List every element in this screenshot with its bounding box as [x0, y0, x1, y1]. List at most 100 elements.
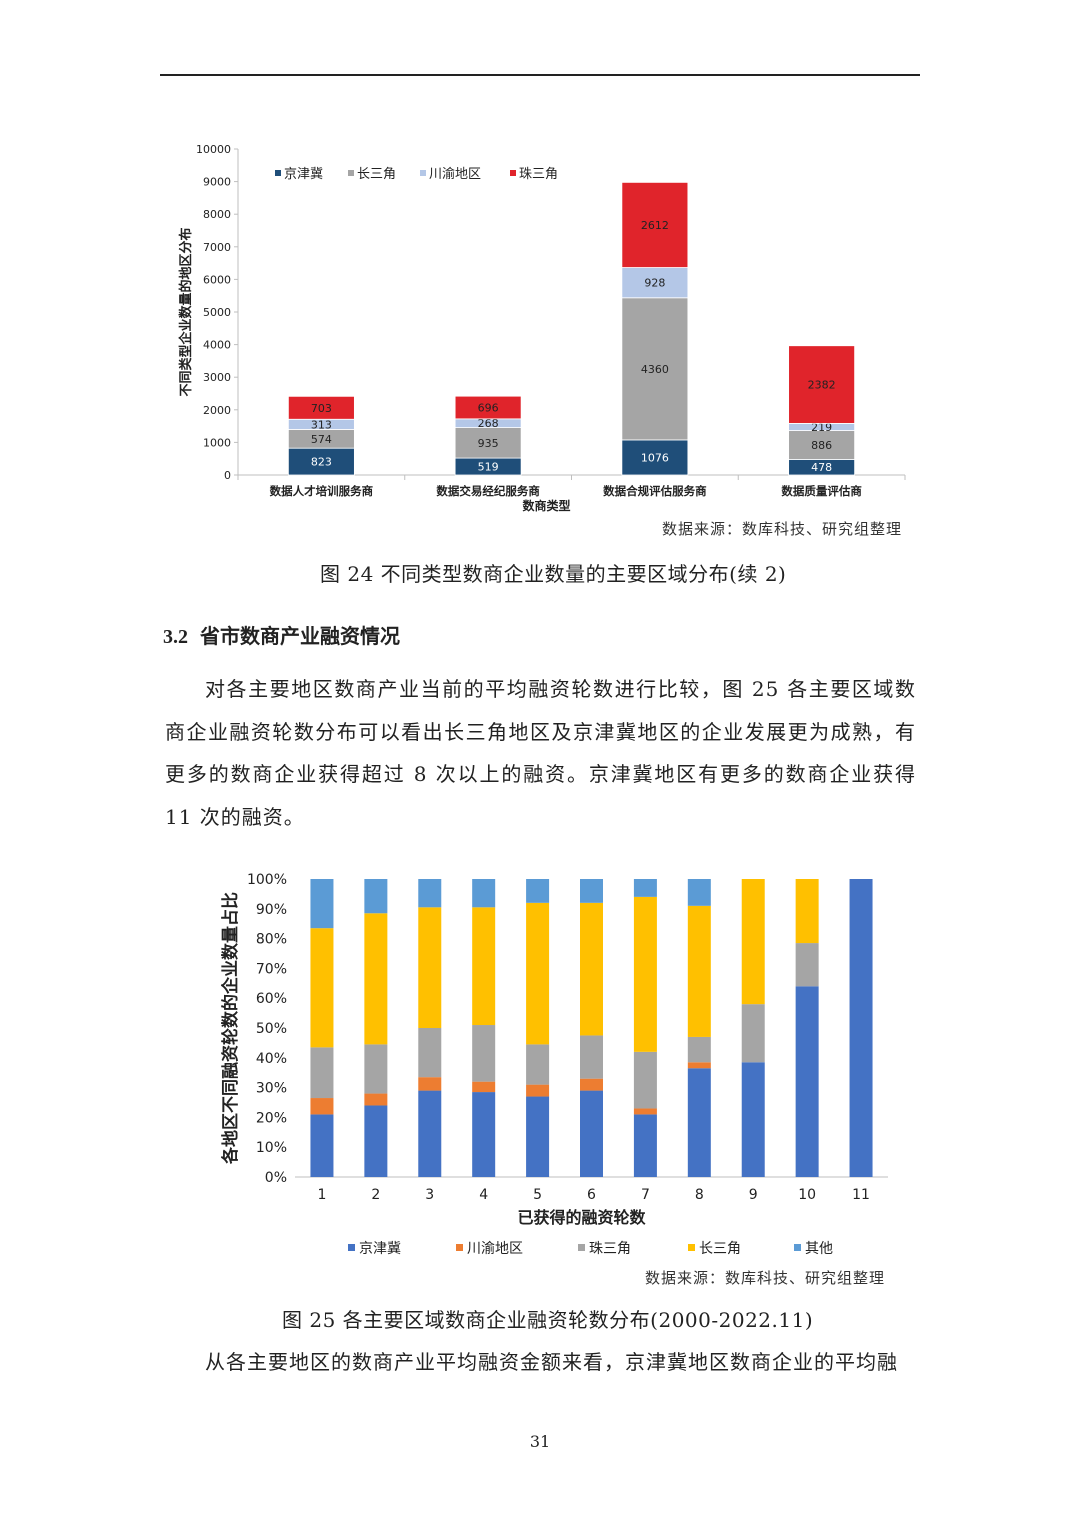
x-tick-label: 1 [317, 1187, 326, 1203]
bar-segment [741, 879, 765, 1005]
x-tick-label: 10 [798, 1187, 816, 1203]
y-tick-label: 100% [247, 872, 287, 888]
legend-label: 长三角 [357, 167, 396, 182]
y-tick-label: 8000 [203, 208, 231, 221]
legend-label: 珠三角 [519, 167, 558, 182]
page-number: 31 [529, 1432, 551, 1451]
bar-segment [364, 1105, 388, 1177]
chart2-caption: 图 25 各主要区域数商企业融资轮数分布(2000-2022.11) [282, 1308, 814, 1332]
y-tick-label: 5000 [203, 306, 231, 319]
data-label: 886 [811, 439, 832, 452]
bar-segment [741, 1004, 765, 1063]
y-axis-title: 不同类型企业数量的地区分布 [178, 227, 194, 396]
bar-segment [472, 879, 496, 908]
header-rule [160, 74, 920, 76]
y-axis-title: 各地区不同融资轮数的企业数量占比 [220, 892, 241, 1165]
bar-segment [795, 986, 819, 1177]
x-tick-label: 5 [533, 1187, 542, 1203]
x-axis-title: 数商类型 [522, 498, 570, 513]
bar-segment [633, 896, 657, 1052]
x-tick-label: 4 [479, 1187, 488, 1203]
bar-segment [472, 907, 496, 1026]
chart2-source: 数据来源：数库科技、研究组整理 [645, 1269, 886, 1287]
y-tick-label: 0% [265, 1170, 287, 1186]
y-tick-label: 7000 [203, 241, 231, 254]
y-tick-label: 1000 [203, 436, 231, 449]
y-tick-label: 70% [256, 961, 287, 977]
section-title: 省市数商产业融资情况 [200, 624, 400, 648]
bar-segment [364, 1044, 388, 1094]
bar-segment [472, 1092, 496, 1177]
y-tick-label: 90% [256, 902, 287, 918]
data-label: 313 [311, 418, 332, 431]
x-tick-label: 2 [371, 1187, 380, 1203]
bar-segment [788, 345, 856, 424]
bar-segment [580, 1078, 603, 1091]
bar-segment [472, 1081, 496, 1093]
bar-segment [310, 879, 334, 929]
bar-segment [687, 1036, 711, 1063]
y-tick-label: 4000 [203, 339, 231, 352]
x-axis-title: 已获得的融资轮数 [517, 1208, 646, 1227]
legend-label: 川渝地区 [429, 166, 481, 182]
bar-segment [454, 395, 522, 420]
legend-swatch [456, 1244, 463, 1251]
data-label: 574 [311, 433, 332, 446]
data-label: 519 [478, 461, 499, 474]
body-paragraph: 对各主要地区数商产业当前的平均融资轮数进行比较，图 25 各主要区域数商企业融资… [165, 677, 916, 829]
x-tick-label: 数据合规评估服务商 [603, 484, 707, 498]
x-tick-label: 8 [695, 1187, 704, 1203]
bar-segment [788, 430, 856, 460]
data-label: 935 [478, 437, 499, 450]
data-label: 2612 [641, 219, 669, 232]
y-tick-label: 10000 [196, 143, 231, 156]
bar-segment [633, 1051, 657, 1109]
x-tick-label: 数据交易经纪服务商 [436, 484, 540, 498]
x-tick-label: 3 [425, 1187, 434, 1203]
bar-segment [364, 913, 388, 1045]
bar-segment [526, 1044, 550, 1085]
legend-label: 珠三角 [589, 1241, 631, 1257]
bar-segment [687, 1068, 711, 1177]
bar-segment [580, 1090, 603, 1177]
y-tick-label: 6000 [203, 273, 231, 286]
bar-segment [687, 879, 711, 906]
legend-label: 长三角 [699, 1241, 741, 1257]
bar-segment [418, 879, 442, 908]
legend-swatch [348, 1244, 355, 1251]
bar-segment [364, 879, 388, 914]
y-tick-label: 9000 [203, 176, 231, 189]
legend-swatch [510, 170, 516, 176]
y-tick-label: 50% [256, 1021, 287, 1037]
bar-segment [310, 1047, 334, 1099]
data-label: 2382 [808, 379, 836, 392]
bar-segment [418, 1077, 442, 1091]
x-tick-label: 9 [749, 1187, 758, 1203]
bar-segment [687, 905, 711, 1037]
bar-segment [472, 1025, 496, 1082]
bar-segment [580, 902, 603, 1036]
x-tick-label: 数据质量评估商 [781, 484, 862, 498]
chart1-caption: 图 24 不同类型数商企业数量的主要区域分布(续 2) [320, 562, 787, 586]
bar-segment [580, 879, 603, 903]
legend-label: 其他 [805, 1241, 833, 1257]
legend-label: 川渝地区 [467, 1241, 523, 1257]
bar-segment [633, 1108, 657, 1115]
legend-swatch [420, 170, 426, 176]
bar-segment [526, 879, 550, 903]
data-label: 823 [311, 456, 332, 469]
chart1-source: 数据来源：数库科技、研究组整理 [662, 520, 903, 538]
bar-segment [364, 1093, 388, 1106]
bar-segment [526, 1084, 550, 1097]
data-label: 219 [811, 421, 832, 434]
legend-swatch [794, 1244, 801, 1251]
bar-segment [526, 902, 550, 1045]
y-tick-label: 10% [256, 1140, 287, 1156]
y-tick-label: 3000 [203, 371, 231, 384]
bar-segment [741, 1062, 765, 1177]
bar-segment [310, 928, 334, 1048]
data-label: 4360 [641, 363, 669, 376]
legend-swatch [578, 1244, 585, 1251]
data-label: 478 [811, 461, 832, 474]
y-tick-label: 60% [256, 991, 287, 1007]
